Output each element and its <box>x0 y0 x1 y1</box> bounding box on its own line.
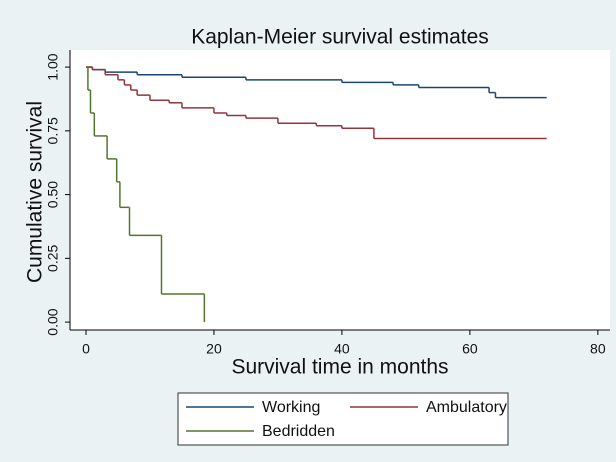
y-tick-label: 1.00 <box>45 53 61 80</box>
x-tick-label: 20 <box>206 341 222 357</box>
legend-label: Ambulatory <box>426 399 507 416</box>
y-tick-label: 0.75 <box>45 117 61 144</box>
x-tick-label: 0 <box>82 341 90 357</box>
chart-title: Kaplan-Meier survival estimates <box>191 26 489 49</box>
legend-label: Bedridden <box>262 423 335 440</box>
x-tick-label: 60 <box>462 341 478 357</box>
y-axis-label: Cumulative survival <box>24 101 47 283</box>
y-tick-label: 0.50 <box>45 181 61 208</box>
legend <box>177 392 509 446</box>
x-tick-label: 40 <box>334 341 350 357</box>
legend-label: Working <box>262 399 320 416</box>
x-axis-label: Survival time in months <box>231 356 448 379</box>
x-tick-label: 80 <box>590 341 606 357</box>
plot-area <box>70 50 610 330</box>
y-tick-label: 0.25 <box>45 245 61 272</box>
y-tick-label: 0.00 <box>45 308 61 335</box>
